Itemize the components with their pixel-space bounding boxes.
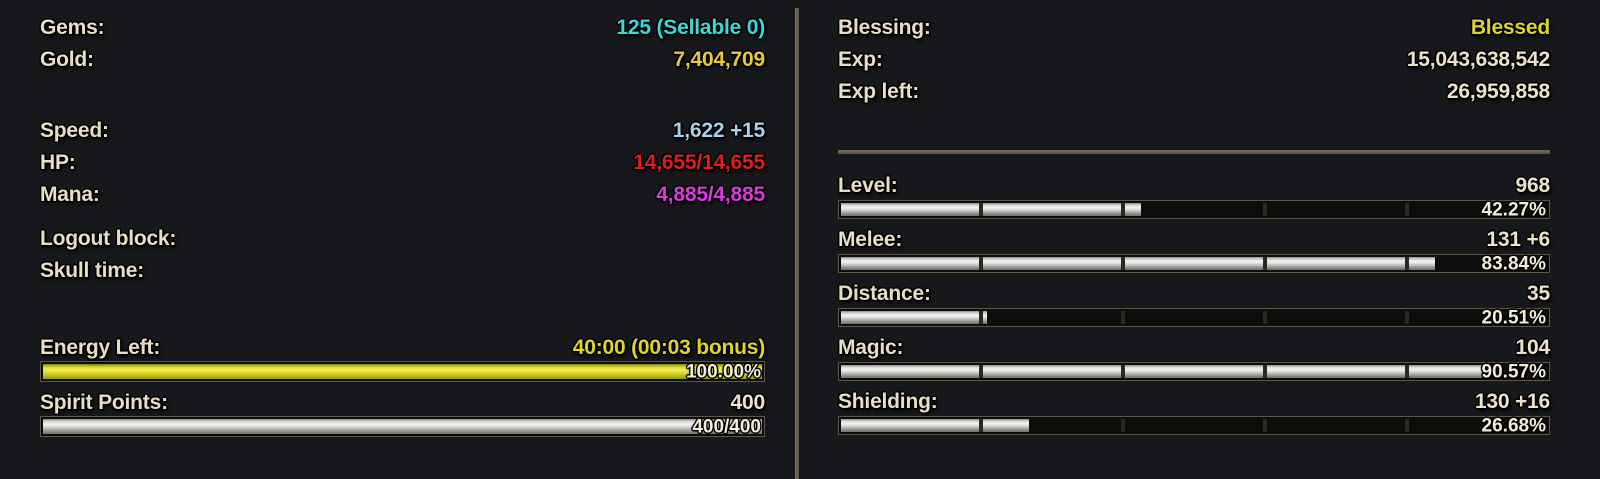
stat-row-logout-block: Logout block:: [40, 222, 765, 254]
blessing-value: Blessed: [1470, 15, 1550, 39]
stat-row-skull-time: Skull time:: [40, 254, 765, 286]
level-progress-bar: 42.27%: [838, 200, 1550, 219]
shielding-label: Shielding:: [838, 389, 938, 413]
spirit-points-value: 400: [730, 390, 766, 414]
stat-row-exp-left: Exp left: 26,959,858: [838, 75, 1550, 107]
level-value: 968: [1515, 173, 1551, 197]
logout-block-label: Logout block:: [40, 226, 177, 250]
hp-label: HP:: [40, 150, 76, 174]
gold-value: 7,404,709: [673, 47, 765, 71]
skill-block-level: Level: 968 42.27%: [838, 172, 1550, 219]
gold-label: Gold:: [40, 47, 94, 71]
exp-label: Exp:: [838, 47, 883, 71]
gems-label: Gems:: [40, 15, 105, 39]
stat-row-mana: Mana: 4,885/4,885: [40, 178, 765, 210]
spirit-bar-fill: [43, 419, 762, 434]
speed-value: 1,622 +15: [672, 118, 765, 142]
stat-row-spirit-points: Spirit Points: 400: [40, 388, 765, 416]
stat-row-gold: Gold: 7,404,709: [40, 43, 765, 75]
section-divider: [838, 150, 1550, 154]
magic-bar-percent-text: 90.57%: [1481, 361, 1546, 382]
energy-bar-percent-text: 100.00%: [685, 361, 761, 382]
spirit-bar-ratio-text: 400/400: [692, 416, 761, 437]
exp-left-label: Exp left:: [838, 79, 920, 103]
gems-value: 125 (Sellable 0): [616, 15, 765, 39]
melee-label: Melee:: [838, 227, 903, 251]
blessing-label: Blessing:: [838, 15, 931, 39]
distance-bar-percent-text: 20.51%: [1481, 307, 1546, 328]
spirit-points-progress-bar: 400/400: [40, 416, 765, 437]
vertical-divider: [795, 8, 799, 479]
mana-label: Mana:: [40, 182, 100, 206]
magic-progress-bar: 90.57%: [838, 362, 1550, 381]
stat-row-speed: Speed: 1,622 +15: [40, 114, 765, 146]
spirit-points-label: Spirit Points:: [40, 390, 168, 414]
magic-label: Magic:: [838, 335, 904, 359]
stat-row-hp: HP: 14,655/14,655: [40, 146, 765, 178]
skill-block-distance: Distance: 35 20.51%: [838, 280, 1550, 327]
stat-row-energy-left: Energy Left: 40:00 (00:03 bonus): [40, 333, 765, 361]
character-stats-column: Gems: 125 (Sellable 0) Gold: 7,404,709 S…: [40, 0, 765, 437]
skill-block-melee: Melee: 131 +6 83.84%: [838, 226, 1550, 273]
energy-left-label: Energy Left:: [40, 335, 161, 359]
stat-row-blessing: Blessing: Blessed: [838, 11, 1550, 43]
magic-value: 104: [1515, 335, 1551, 359]
shielding-bar-percent-text: 26.68%: [1481, 415, 1546, 436]
level-bar-percent-text: 42.27%: [1481, 199, 1546, 220]
melee-progress-bar: 83.84%: [838, 254, 1550, 273]
hp-value: 14,655/14,655: [633, 150, 765, 174]
skill-block-magic: Magic: 104 90.57%: [838, 334, 1550, 381]
skill-block-shielding: Shielding: 130 +16 26.68%: [838, 388, 1550, 435]
mana-value: 4,885/4,885: [656, 182, 765, 206]
melee-bar-percent-text: 83.84%: [1481, 253, 1546, 274]
exp-left-value: 26,959,858: [1446, 79, 1550, 103]
skull-time-label: Skull time:: [40, 258, 144, 282]
melee-value: 131 +6: [1486, 227, 1550, 251]
speed-label: Speed:: [40, 118, 109, 142]
shielding-value: 130 +16: [1474, 389, 1550, 413]
energy-bar-fill: [43, 364, 762, 379]
distance-label: Distance:: [838, 281, 931, 305]
level-label: Level:: [838, 173, 898, 197]
stat-row-gems: Gems: 125 (Sellable 0): [40, 11, 765, 43]
stat-row-exp: Exp: 15,043,638,542: [838, 43, 1550, 75]
experience-skills-column: Blessing: Blessed Exp: 15,043,638,542 Ex…: [838, 0, 1550, 442]
energy-progress-bar: 100.00%: [40, 361, 765, 382]
energy-left-value: 40:00 (00:03 bonus): [572, 335, 765, 359]
shielding-progress-bar: 26.68%: [838, 416, 1550, 435]
distance-value: 35: [1527, 281, 1550, 305]
exp-value: 15,043,638,542: [1406, 47, 1550, 71]
distance-progress-bar: 20.51%: [838, 308, 1550, 327]
